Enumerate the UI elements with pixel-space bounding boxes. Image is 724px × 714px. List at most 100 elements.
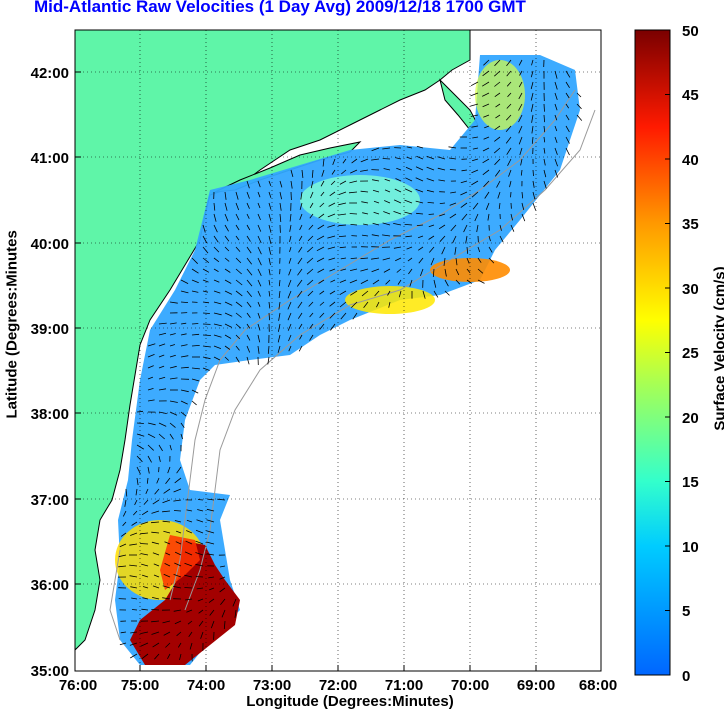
velocity-arrow <box>151 510 160 514</box>
velocity-arrow <box>186 519 193 523</box>
velocity-arrow <box>308 301 314 307</box>
velocity-patch <box>300 175 420 225</box>
velocity-arrow <box>202 345 211 348</box>
velocity-arrow <box>154 488 160 495</box>
velocity-arrow <box>169 322 177 325</box>
velocity-arrow <box>133 510 138 516</box>
velocity-arrow <box>213 246 220 253</box>
velocity-arrow <box>506 114 512 121</box>
velocity-arrow <box>494 136 501 142</box>
velocity-arrow <box>158 455 161 462</box>
colorbar-tick-label: 25 <box>682 345 699 362</box>
velocity-arrow <box>470 103 479 107</box>
velocity-arrow <box>131 521 138 526</box>
velocity-arrow <box>206 519 215 523</box>
velocity-arrow <box>306 257 314 264</box>
velocity-arrow <box>140 543 149 545</box>
velocity-arrow <box>213 224 218 233</box>
velocity-arrow <box>140 521 149 525</box>
velocity-arrow <box>196 587 204 590</box>
velocity-arrow <box>328 202 336 207</box>
velocity-arrow <box>136 410 144 413</box>
velocity-arrow <box>363 223 369 226</box>
colorbar-tick-label: 50 <box>682 23 699 40</box>
colorbar-tick-label: 20 <box>682 410 699 427</box>
velocity-arrow <box>186 509 193 512</box>
velocity-arrow <box>191 279 199 284</box>
velocity-arrow <box>360 268 369 272</box>
velocity-arrow <box>151 631 160 635</box>
velocity-arrow <box>338 224 347 227</box>
velocity-arrow <box>131 597 138 600</box>
x-tick-label: 68:00 <box>579 677 617 694</box>
velocity-arrow <box>200 631 204 639</box>
velocity-arrow <box>450 224 457 232</box>
velocity-arrow <box>416 155 424 160</box>
velocity-arrow <box>519 147 523 156</box>
velocity-arrow <box>288 257 292 264</box>
velocity-arrow <box>224 224 229 232</box>
velocity-arrow <box>488 257 495 264</box>
velocity-arrow <box>406 156 413 160</box>
velocity-arrow <box>300 191 303 200</box>
velocity-arrow <box>407 257 413 262</box>
velocity-arrow <box>416 224 424 226</box>
velocity-arrow <box>449 213 457 219</box>
velocity-arrow <box>409 279 413 287</box>
velocity-arrow <box>130 586 138 589</box>
velocity-arrow <box>495 103 501 108</box>
velocity-arrow <box>246 268 253 276</box>
velocity-arrow <box>388 301 391 308</box>
velocity-arrow <box>393 211 402 215</box>
velocity-arrow <box>219 565 226 568</box>
velocity-arrow <box>174 551 182 556</box>
velocity-arrow <box>224 257 230 262</box>
velocity-arrow <box>185 598 193 601</box>
velocity-arrow <box>363 301 369 308</box>
velocity-arrow <box>213 279 220 283</box>
velocity-arrow <box>383 268 391 273</box>
velocity-arrow <box>509 180 512 188</box>
velocity-arrow <box>297 268 303 276</box>
x-tick-label: 74:00 <box>187 677 225 694</box>
velocity-arrow <box>317 224 325 230</box>
velocity-arrow <box>460 180 468 184</box>
velocity-arrow <box>350 224 358 226</box>
velocity-arrow <box>277 345 281 353</box>
velocity-arrow <box>382 257 391 261</box>
velocity-arrow <box>141 653 149 660</box>
velocity-arrow <box>279 180 283 188</box>
velocity-arrow <box>224 301 233 306</box>
velocity-arrow <box>184 587 193 589</box>
velocity-arrow <box>530 81 534 90</box>
velocity-arrow <box>208 576 215 579</box>
velocity-arrow <box>466 257 470 264</box>
velocity-arrow <box>554 169 559 178</box>
velocity-arrow <box>150 521 160 524</box>
velocity-arrow <box>474 213 479 222</box>
velocity-arrow <box>224 246 230 252</box>
velocity-arrow <box>278 290 281 299</box>
velocity-arrow <box>310 191 314 199</box>
velocity-arrow <box>287 279 292 288</box>
velocity-arrow <box>268 290 271 297</box>
velocity-arrow <box>202 367 210 371</box>
velocity-arrow <box>153 574 160 578</box>
velocity-arrow <box>257 334 261 343</box>
velocity-arrow <box>213 213 217 222</box>
velocity-arrow <box>482 147 490 152</box>
velocity-arrow <box>235 356 240 363</box>
velocity-arrow <box>497 191 501 199</box>
velocity-arrow <box>206 530 215 534</box>
velocity-arrow <box>532 202 537 211</box>
velocity-arrow <box>554 158 558 167</box>
velocity-arrow <box>395 178 402 182</box>
velocity-arrow <box>246 202 250 209</box>
velocity-arrow <box>320 180 325 187</box>
velocity-arrow <box>543 125 546 133</box>
velocity-arrow <box>416 145 424 149</box>
velocity-arrow <box>169 433 174 440</box>
velocity-arrow <box>278 312 281 321</box>
velocity-arrow <box>246 213 250 219</box>
velocity-arrow <box>406 146 413 149</box>
